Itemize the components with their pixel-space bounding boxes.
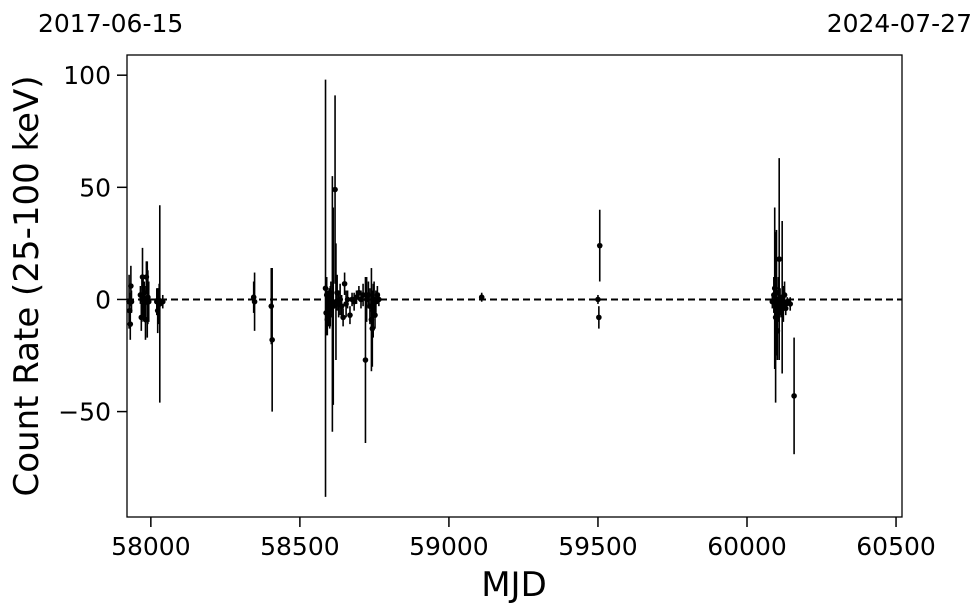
data-point <box>368 316 375 323</box>
data-point <box>143 274 150 280</box>
data-point <box>367 303 373 309</box>
data-point <box>139 274 146 280</box>
data-point <box>128 298 135 305</box>
data-point <box>771 285 778 292</box>
data-point <box>269 337 275 343</box>
data-point <box>155 296 162 303</box>
data-point <box>138 314 145 321</box>
data-point <box>140 294 146 301</box>
data-point <box>358 296 364 303</box>
data-point <box>791 393 797 399</box>
data-point <box>159 298 166 305</box>
top-left-date-label: 2017-06-15 <box>38 9 183 38</box>
data-point <box>330 303 337 309</box>
y-axis-ticks: −50 0 50 100 <box>58 61 127 427</box>
data-point <box>343 301 349 307</box>
data-point <box>363 296 370 303</box>
data-point <box>372 312 378 318</box>
data-point <box>142 316 149 323</box>
y-tick-label: 0 <box>95 285 111 314</box>
x-tick-label: 58500 <box>260 532 340 561</box>
data-point <box>127 321 134 327</box>
data-point <box>322 285 329 292</box>
data-point <box>334 289 340 296</box>
data-point <box>360 292 366 298</box>
data-point <box>268 303 275 309</box>
data-point <box>340 314 346 321</box>
data-point <box>362 357 369 363</box>
data-point <box>772 314 779 321</box>
data-point <box>324 316 331 323</box>
data-point <box>776 256 782 262</box>
data-point <box>369 325 376 332</box>
data-point <box>596 314 602 321</box>
data-point <box>773 289 780 296</box>
data-point <box>365 292 372 298</box>
data-point <box>596 242 603 249</box>
x-tick-label: 59500 <box>558 532 638 561</box>
data-point <box>337 296 343 303</box>
x-axis-ticks: 58000 58500 59000 59500 60000 60500 <box>111 517 936 561</box>
data-point <box>341 280 348 287</box>
data-point <box>353 294 360 301</box>
data-point <box>774 328 781 334</box>
data-point <box>781 292 788 298</box>
x-tick-label: 59000 <box>409 532 489 561</box>
data-point <box>328 294 334 301</box>
data-point <box>782 305 789 312</box>
data-point <box>128 283 134 289</box>
x-tick-label: 60500 <box>856 532 936 561</box>
y-tick-label: −50 <box>58 398 111 427</box>
plot-frame <box>126 54 903 518</box>
y-tick-label: 50 <box>79 173 111 202</box>
data-point <box>376 296 382 303</box>
data-point <box>332 186 338 193</box>
x-tick-label: 60000 <box>707 532 787 561</box>
error-bars <box>128 79 795 497</box>
data-point <box>347 312 353 318</box>
data-point <box>351 298 357 305</box>
data-point <box>141 289 148 296</box>
data-point <box>145 298 152 305</box>
top-right-date-label: 2024-07-27 <box>827 9 972 38</box>
y-axis-title: Count Rate (25-100 keV) <box>7 76 47 497</box>
data-point <box>478 294 485 301</box>
data-point <box>154 307 161 314</box>
data-point <box>344 296 351 303</box>
data-point <box>323 292 330 298</box>
x-axis-title: MJD <box>481 565 547 605</box>
data-point <box>126 307 133 314</box>
x-tick-label: 58000 <box>111 532 191 561</box>
data-point <box>251 298 258 305</box>
data-point <box>787 301 794 307</box>
data-point <box>145 294 151 301</box>
data-point <box>374 292 381 298</box>
data-points <box>126 186 797 399</box>
y-tick-label: 100 <box>63 61 111 90</box>
data-point <box>338 303 345 309</box>
data-point <box>356 289 362 296</box>
data-point <box>769 298 776 305</box>
data-point <box>326 312 333 318</box>
data-point <box>370 307 377 314</box>
data-point <box>250 294 257 301</box>
data-point <box>595 296 601 303</box>
